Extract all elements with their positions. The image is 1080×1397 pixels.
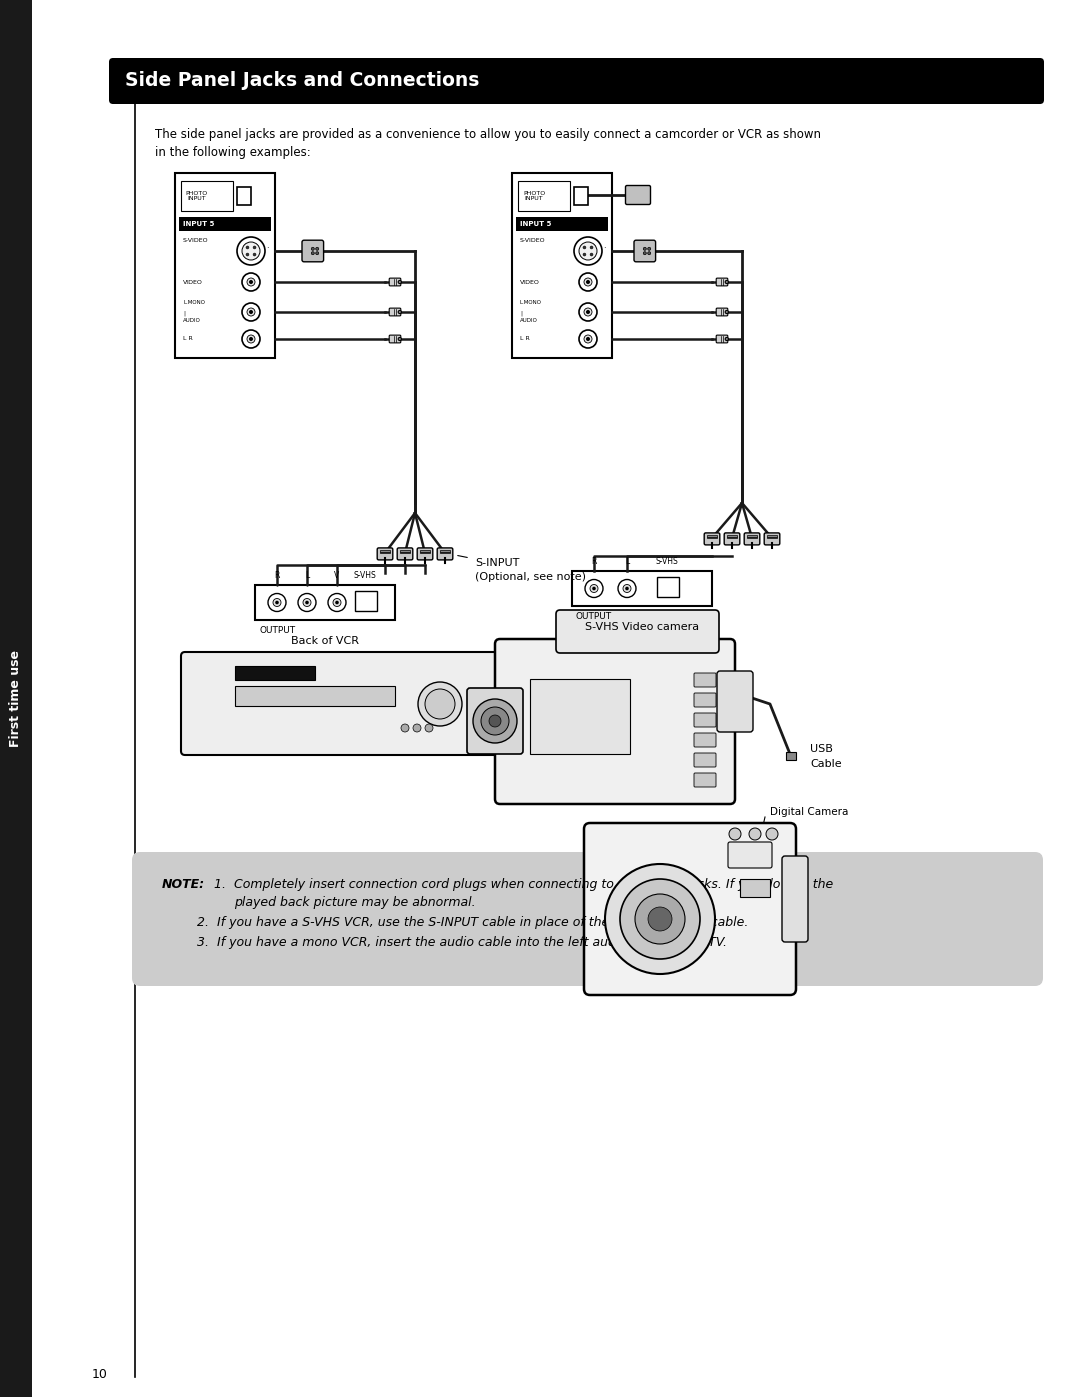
Text: L: L	[305, 571, 309, 580]
Circle shape	[242, 272, 260, 291]
Circle shape	[579, 330, 597, 348]
Circle shape	[335, 601, 339, 605]
Text: |: |	[519, 310, 522, 316]
Circle shape	[585, 580, 603, 598]
Circle shape	[750, 828, 761, 840]
FancyBboxPatch shape	[694, 673, 716, 687]
FancyBboxPatch shape	[235, 686, 395, 705]
FancyBboxPatch shape	[109, 59, 1044, 103]
Circle shape	[253, 246, 256, 249]
Text: AUDIO: AUDIO	[519, 319, 538, 323]
Text: L: L	[625, 557, 630, 566]
Circle shape	[401, 724, 409, 732]
Circle shape	[592, 587, 596, 591]
Circle shape	[618, 580, 636, 598]
Text: S-VHS Video camera: S-VHS Video camera	[585, 622, 699, 631]
Circle shape	[399, 310, 402, 313]
Circle shape	[273, 598, 281, 606]
Circle shape	[298, 594, 316, 612]
Text: 3.  If you have a mono VCR, insert the audio cable into the left audio jack of y: 3. If you have a mono VCR, insert the au…	[197, 936, 727, 949]
Circle shape	[605, 863, 715, 974]
Circle shape	[725, 281, 728, 284]
Text: Side Panel Jacks and Connections: Side Panel Jacks and Connections	[125, 71, 480, 91]
FancyBboxPatch shape	[355, 591, 377, 610]
Text: PHOTO
INPUT: PHOTO INPUT	[186, 190, 208, 201]
Circle shape	[315, 247, 319, 250]
Circle shape	[729, 828, 741, 840]
Circle shape	[579, 272, 597, 291]
Text: The side panel jacks are provided as a convenience to allow you to easily connec: The side panel jacks are provided as a c…	[156, 129, 821, 141]
Circle shape	[583, 253, 586, 256]
Text: ·: ·	[266, 244, 269, 253]
Circle shape	[648, 251, 650, 254]
FancyBboxPatch shape	[694, 693, 716, 707]
Text: S-VIDEO: S-VIDEO	[183, 239, 208, 243]
Text: INPUT 5: INPUT 5	[183, 221, 214, 226]
Text: S-VIDEO: S-VIDEO	[519, 239, 545, 243]
Text: USB: USB	[810, 745, 833, 754]
FancyBboxPatch shape	[181, 652, 499, 754]
Text: Cable: Cable	[810, 759, 841, 768]
Circle shape	[586, 337, 590, 341]
FancyBboxPatch shape	[694, 712, 716, 726]
FancyBboxPatch shape	[657, 577, 679, 597]
Text: V: V	[335, 571, 339, 580]
Circle shape	[249, 310, 253, 314]
Circle shape	[426, 689, 455, 719]
Circle shape	[648, 247, 650, 250]
Circle shape	[584, 307, 592, 316]
Circle shape	[246, 246, 249, 249]
Circle shape	[249, 337, 253, 341]
Text: OUTPUT: OUTPUT	[259, 626, 295, 636]
FancyBboxPatch shape	[175, 173, 275, 358]
Circle shape	[246, 253, 249, 256]
Circle shape	[399, 281, 402, 284]
FancyBboxPatch shape	[235, 666, 315, 680]
Text: R: R	[274, 571, 280, 580]
Text: AUDIO: AUDIO	[183, 319, 201, 323]
FancyBboxPatch shape	[179, 217, 271, 231]
Text: played back picture may be abnormal.: played back picture may be abnormal.	[234, 895, 475, 909]
Circle shape	[590, 253, 593, 256]
Text: VIDEO: VIDEO	[519, 279, 540, 285]
FancyBboxPatch shape	[237, 187, 251, 205]
FancyBboxPatch shape	[437, 548, 453, 560]
FancyBboxPatch shape	[495, 638, 735, 805]
Text: |: |	[183, 310, 185, 316]
Circle shape	[584, 278, 592, 286]
FancyBboxPatch shape	[744, 532, 760, 545]
FancyBboxPatch shape	[518, 182, 570, 211]
FancyBboxPatch shape	[512, 173, 612, 358]
FancyBboxPatch shape	[397, 548, 413, 560]
Circle shape	[590, 584, 598, 592]
FancyBboxPatch shape	[694, 753, 716, 767]
Circle shape	[573, 237, 602, 265]
Text: First time use: First time use	[10, 650, 23, 747]
Circle shape	[247, 335, 255, 344]
FancyBboxPatch shape	[181, 182, 233, 211]
FancyBboxPatch shape	[417, 548, 433, 560]
Text: 1.  Completely insert connection cord plugs when connecting to side panel jacks.: 1. Completely insert connection cord plu…	[214, 877, 834, 891]
Circle shape	[725, 310, 728, 313]
FancyBboxPatch shape	[786, 752, 796, 760]
Circle shape	[418, 682, 462, 726]
Circle shape	[489, 715, 501, 726]
Circle shape	[623, 584, 631, 592]
Circle shape	[413, 724, 421, 732]
FancyBboxPatch shape	[704, 532, 719, 545]
Text: ·: ·	[603, 244, 606, 253]
Circle shape	[303, 598, 311, 606]
Circle shape	[579, 242, 597, 260]
Circle shape	[249, 279, 253, 284]
Circle shape	[306, 601, 309, 605]
Circle shape	[579, 303, 597, 321]
FancyBboxPatch shape	[634, 240, 656, 261]
Circle shape	[481, 707, 509, 735]
FancyBboxPatch shape	[255, 585, 395, 620]
FancyBboxPatch shape	[530, 679, 630, 754]
Text: 2.  If you have a S-VHS VCR, use the S-INPUT cable in place of the standard vide: 2. If you have a S-VHS VCR, use the S-IN…	[197, 916, 748, 929]
Circle shape	[268, 594, 286, 612]
Text: S-VHS: S-VHS	[353, 571, 376, 580]
Circle shape	[584, 335, 592, 344]
